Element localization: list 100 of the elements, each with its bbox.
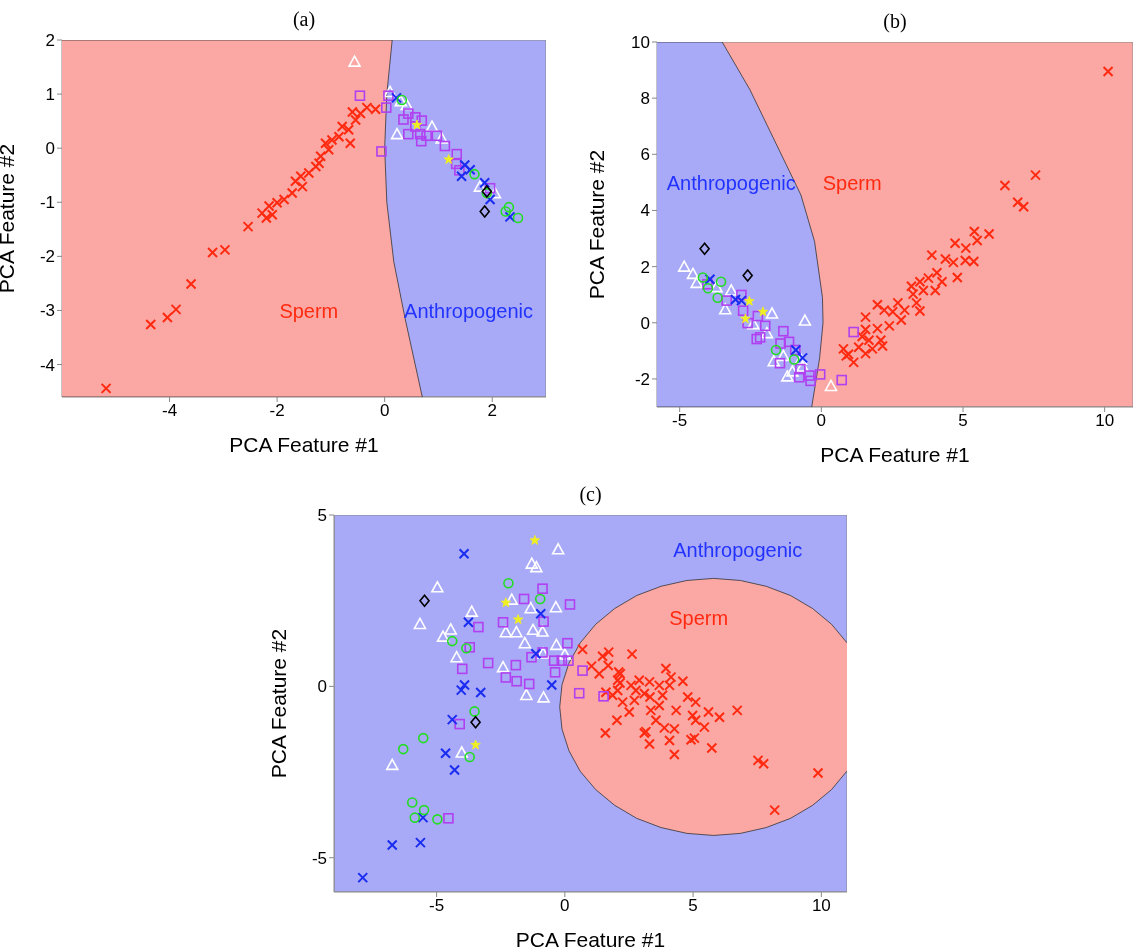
point: [465, 605, 479, 617]
point: [417, 732, 429, 744]
point: [536, 625, 549, 637]
point: [459, 159, 471, 171]
point: [403, 108, 414, 119]
point: [702, 282, 714, 294]
point: [537, 691, 550, 703]
point: [242, 221, 254, 233]
x-tick-label: 5: [958, 411, 968, 431]
point: [698, 721, 710, 733]
point: [623, 706, 635, 718]
point: [526, 623, 540, 636]
point: [530, 648, 542, 660]
point: [446, 714, 458, 726]
point: [677, 675, 689, 687]
point: [475, 687, 487, 699]
y-tick-label: -1: [39, 193, 55, 213]
point: [525, 557, 539, 569]
point: [310, 161, 322, 173]
x-tick-label: -5: [672, 411, 688, 431]
point: [949, 237, 961, 249]
point: [439, 140, 451, 152]
point: [593, 668, 605, 680]
chart-title: (c): [578, 483, 603, 506]
x-tick-label: -5: [429, 896, 445, 916]
point: [383, 85, 397, 98]
point: [914, 305, 926, 317]
point: [714, 711, 726, 723]
point: [758, 758, 770, 770]
point: [781, 370, 794, 382]
point: [415, 135, 427, 147]
point: [313, 157, 325, 169]
point: [419, 594, 430, 607]
point: [385, 758, 399, 771]
point: [752, 754, 764, 766]
point: [500, 672, 512, 683]
x-tick-label: 0: [379, 401, 390, 421]
x-tick-label: -4: [161, 401, 178, 421]
y-tick-label: -2: [634, 369, 650, 389]
point: [602, 659, 614, 671]
point: [848, 326, 859, 338]
point: [549, 600, 563, 613]
y-tick-label: 2: [45, 31, 55, 51]
point: [315, 150, 327, 162]
y-tick-label: -4: [39, 355, 55, 375]
point: [999, 179, 1011, 191]
point: [737, 305, 749, 316]
point: [931, 267, 943, 279]
point: [421, 130, 432, 142]
y-tick-label: -3: [39, 301, 55, 321]
point: [344, 137, 356, 149]
point: [513, 614, 524, 624]
point: [653, 700, 665, 712]
point: [645, 704, 657, 716]
point: [848, 356, 860, 368]
point: [449, 764, 461, 776]
point: [390, 127, 404, 140]
point: [731, 704, 743, 716]
point: [760, 326, 774, 339]
point: [699, 242, 710, 255]
x-axis-title: PCA Feature #1: [820, 443, 970, 466]
x-axis-title: PCA Feature #1: [515, 928, 666, 951]
point: [207, 247, 219, 259]
point: [690, 276, 703, 289]
point: [788, 354, 800, 365]
point: [383, 90, 394, 102]
point: [456, 170, 468, 182]
point: [769, 804, 781, 816]
y-axis-title: PCA Feature #2: [267, 628, 291, 779]
point: [497, 616, 509, 628]
y-axis-title: PCA Feature #2: [0, 143, 19, 294]
point: [710, 280, 723, 293]
point: [456, 663, 468, 675]
point: [951, 272, 963, 284]
point: [563, 655, 574, 666]
point: [747, 317, 760, 330]
point: [757, 306, 769, 317]
point: [296, 181, 308, 193]
point: [436, 630, 450, 642]
point: [459, 679, 471, 691]
point: [783, 336, 795, 348]
annotation: Anthropogenic: [672, 538, 804, 564]
point: [451, 148, 463, 160]
y-axis-title: PCA Feature #2: [585, 149, 609, 300]
point: [444, 623, 458, 635]
point: [611, 714, 623, 726]
point: [286, 187, 298, 199]
point: [145, 319, 157, 331]
point: [686, 267, 700, 280]
point: [665, 671, 677, 683]
point: [736, 289, 747, 301]
point: [418, 804, 430, 816]
point: [712, 292, 723, 304]
point: [470, 716, 481, 729]
point: [398, 114, 409, 125]
point: [512, 212, 524, 224]
point: [473, 621, 484, 633]
point: [413, 617, 427, 630]
point: [597, 650, 609, 662]
point: [721, 295, 732, 306]
